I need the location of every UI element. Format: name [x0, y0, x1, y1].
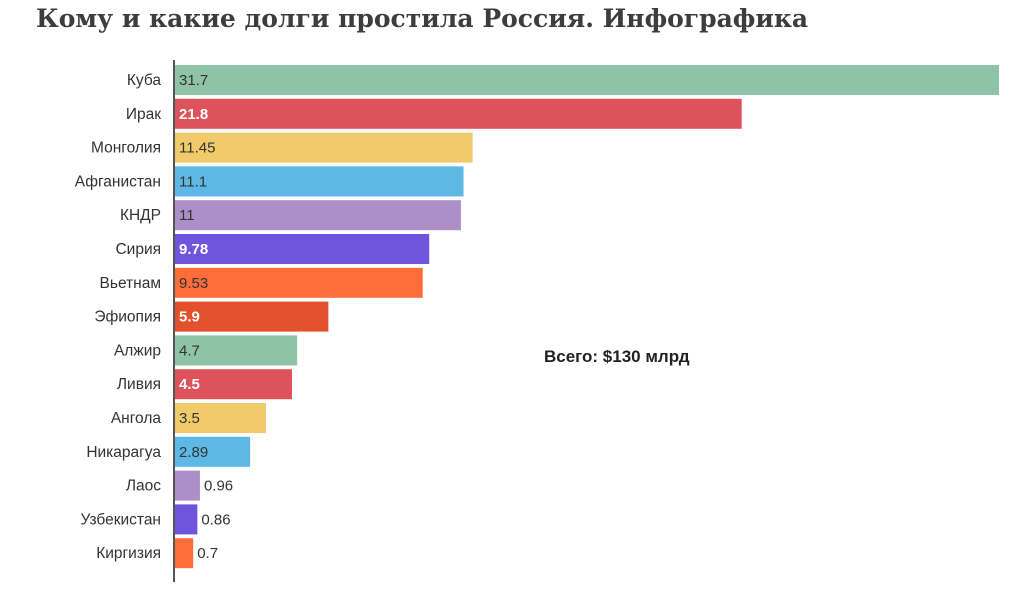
category-label-14: Узбекистан	[80, 511, 161, 528]
category-label-15: Киргизия	[96, 545, 161, 562]
value-label-1: 31.7	[179, 72, 208, 89]
value-label-4: 11.1	[179, 173, 207, 190]
value-label-15: 0.7	[197, 545, 218, 562]
bar-1	[175, 65, 999, 95]
value-label-8: 5.9	[179, 309, 200, 326]
bar-9	[175, 335, 298, 366]
category-label-9: Алжир	[114, 342, 161, 359]
value-label-13: 0.96	[204, 478, 233, 495]
bar-2	[175, 98, 742, 129]
category-label-11: Ангола	[111, 410, 162, 427]
value-label-3: 11.45	[179, 140, 215, 157]
value-label-11: 3.5	[179, 410, 200, 427]
total-annotation: Всего: $130 млрд	[544, 347, 690, 366]
category-label-3: Монголия	[91, 140, 161, 157]
value-label-5: 11	[179, 207, 195, 224]
category-label-13: Лаос	[126, 478, 161, 495]
value-label-7: 9.53	[179, 275, 208, 292]
bar-12	[175, 436, 251, 467]
category-label-4: Афганистан	[75, 173, 161, 190]
bar-10	[175, 369, 292, 400]
value-label-10: 4.5	[179, 376, 200, 393]
category-label-12: Никарагуа	[86, 444, 161, 461]
bar-14	[175, 504, 198, 535]
page-title: Кому и какие долги простила Россия. Инфо…	[36, 4, 809, 33]
value-label-14: 0.86	[201, 511, 230, 528]
value-labels-group: 31.7 21.8 11.45 11.1 11 9.78 9.53 5.9 4.7 4.5 3.5 2…	[179, 72, 233, 562]
bar-8	[175, 301, 329, 332]
value-label-6: 9.78	[179, 241, 208, 258]
bar-13	[175, 470, 200, 501]
category-label-2: Ирак	[126, 106, 161, 123]
category-label-10: Ливия	[117, 376, 161, 393]
value-label-12: 2.89	[179, 444, 208, 461]
bar-6	[175, 234, 430, 264]
bar-3	[175, 132, 473, 163]
bar-7	[175, 267, 423, 298]
bar-11	[175, 403, 266, 433]
category-label-1: Куба	[127, 72, 161, 89]
category-label-7: Вьетнам	[100, 275, 161, 292]
bars-group	[175, 65, 999, 569]
value-label-9: 4.7	[179, 342, 200, 359]
bar-5	[175, 200, 461, 231]
bar-15	[175, 538, 194, 569]
bar-4	[175, 166, 464, 197]
value-label-2: 21.8	[179, 106, 208, 123]
category-label-5: КНДР	[120, 207, 161, 224]
category-label-8: Эфиопия	[94, 309, 161, 326]
category-label-6: Сирия	[115, 241, 161, 258]
category-labels-group: Куба Ирак Монголия Афганистан КНДР Сирия Вьетн…	[75, 72, 162, 562]
